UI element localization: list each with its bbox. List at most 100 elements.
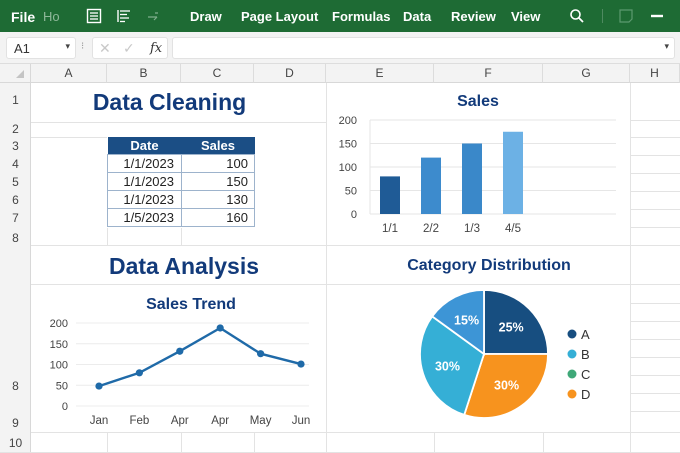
bar-chart-title: Sales <box>457 93 499 110</box>
cancel-icon[interactable]: ✕ <box>99 40 111 56</box>
gridline <box>630 173 680 174</box>
bar[interactable] <box>421 157 441 214</box>
bar-chart[interactable]: 0 50 100 150 200 1/1 2/2 1/3 4/5 <box>326 110 630 240</box>
legend-marker-icon <box>567 329 577 339</box>
gridline <box>630 83 631 453</box>
pie-slice[interactable] <box>463 353 549 419</box>
cell-sales[interactable]: 150 <box>181 171 255 191</box>
gridline <box>630 209 680 210</box>
cell-sales[interactable]: 130 <box>181 189 255 209</box>
data-point[interactable] <box>95 382 103 390</box>
formula-input[interactable]: ▾ <box>172 37 675 59</box>
pie-slice[interactable] <box>430 289 485 356</box>
cell-date[interactable]: 1/1/2023 <box>107 153 182 173</box>
x-tick-label: 4/5 <box>505 223 521 235</box>
search-icon[interactable] <box>569 8 585 24</box>
gridline <box>630 155 680 156</box>
column-header-d[interactable]: D <box>254 64 326 83</box>
row-header-10[interactable]: 10 <box>8 436 23 450</box>
column-header-b[interactable]: B <box>107 64 181 83</box>
name-box-dropdown-icon[interactable]: ▾ <box>65 41 70 51</box>
data-point[interactable] <box>297 360 305 368</box>
row-header-8b[interactable]: 8 <box>12 379 19 393</box>
ribbon: File Ho Draw Page Layout Formulas Data R… <box>0 0 680 32</box>
y-tick-label: 0 <box>351 209 357 221</box>
tab-home[interactable]: Ho <box>43 9 60 24</box>
insert-function-icon[interactable]: fx <box>150 41 163 56</box>
gridline <box>543 432 544 453</box>
gridline <box>31 137 107 138</box>
line-chart[interactable]: 0 50 100 150 200 Jan Feb Apr Apr May Jun <box>31 314 326 432</box>
section-title-cleaning: Data Cleaning <box>92 89 247 115</box>
undo-icon[interactable] <box>145 8 161 24</box>
name-box[interactable]: A1 ▾ <box>6 37 76 59</box>
expand-formula-icon[interactable]: ▾ <box>664 41 669 51</box>
trend-line <box>98 326 302 388</box>
list-view-icon[interactable] <box>86 8 102 24</box>
tab-data[interactable]: Data <box>403 9 432 24</box>
legend-label[interactable]: C <box>581 367 590 382</box>
column-header-h[interactable]: H <box>630 64 680 83</box>
tab-page-layout[interactable]: Page Layout <box>241 9 319 24</box>
pie-slice[interactable] <box>483 289 549 355</box>
row-header-6[interactable]: 6 <box>12 193 19 207</box>
formula-bar-grip[interactable]: ⁝ <box>81 41 85 52</box>
cell-date[interactable]: 1/1/2023 <box>107 171 182 191</box>
gridline <box>630 321 680 322</box>
data-point[interactable] <box>135 369 143 377</box>
legend-label[interactable]: D <box>581 387 590 402</box>
y-tick-label: 50 <box>56 380 68 392</box>
x-tick-label: Jan <box>90 415 109 427</box>
column-header-sales[interactable]: Sales <box>181 137 255 154</box>
formula-buttons: ✕ ✓ fx <box>92 37 168 59</box>
align-left-icon[interactable] <box>116 8 132 24</box>
row-header-5[interactable]: 5 <box>12 175 19 189</box>
column-header-f[interactable]: F <box>434 64 543 83</box>
row-header-8[interactable]: 8 <box>12 231 19 245</box>
data-point[interactable] <box>257 350 265 358</box>
row-header-4[interactable]: 4 <box>12 157 19 171</box>
formula-bar: A1 ▾ ⁝ ✕ ✓ fx ▾ <box>0 32 680 64</box>
row-header-7[interactable]: 7 <box>12 211 19 225</box>
tab-formulas[interactable]: Formulas <box>332 9 391 24</box>
cell-sales[interactable]: 160 <box>181 207 255 227</box>
column-header-a[interactable]: A <box>31 64 107 83</box>
gridline <box>630 339 680 340</box>
cell-date[interactable]: 1/5/2023 <box>107 207 182 227</box>
comment-icon[interactable] <box>618 8 634 24</box>
bar[interactable] <box>503 131 523 214</box>
column-header-date[interactable]: Date <box>107 137 182 154</box>
gridline <box>630 191 680 192</box>
cell-date[interactable]: 1/1/2023 <box>107 189 182 209</box>
tab-draw[interactable]: Draw <box>190 9 222 24</box>
column-header-e[interactable]: E <box>326 64 434 83</box>
legend-label[interactable]: A <box>581 327 590 342</box>
row-header-1[interactable]: 1 <box>12 93 19 107</box>
data-point[interactable] <box>216 324 224 332</box>
slice-label: 15% <box>454 313 479 327</box>
cell-sales[interactable]: 100 <box>181 153 255 173</box>
confirm-icon[interactable]: ✓ <box>123 40 135 56</box>
column-header-c[interactable]: C <box>181 64 254 83</box>
data-point[interactable] <box>176 347 184 355</box>
data-table: Date Sales 1/1/2023 100 1/1/2023 150 1/1… <box>107 137 255 227</box>
gridline <box>326 83 327 453</box>
file-menu[interactable]: File <box>11 9 36 25</box>
tab-review[interactable]: Review <box>451 9 496 24</box>
row-header-2[interactable]: 2 <box>12 122 19 136</box>
row-header-9[interactable]: 9 <box>12 416 19 430</box>
bar[interactable] <box>462 143 482 215</box>
minimize-icon[interactable] <box>649 8 665 24</box>
row-header-3[interactable]: 3 <box>12 139 19 153</box>
column-header-g[interactable]: G <box>543 64 630 83</box>
table-row: 1/1/2023 150 <box>107 171 255 191</box>
bar[interactable] <box>380 176 400 214</box>
pie-slice[interactable] <box>419 315 486 417</box>
legend-marker-icon <box>567 389 577 399</box>
gridline <box>31 122 326 123</box>
select-all-button[interactable] <box>0 64 31 83</box>
table-row: 1/5/2023 160 <box>107 207 255 227</box>
legend-label[interactable]: B <box>581 347 590 362</box>
tab-view[interactable]: View <box>511 9 541 24</box>
